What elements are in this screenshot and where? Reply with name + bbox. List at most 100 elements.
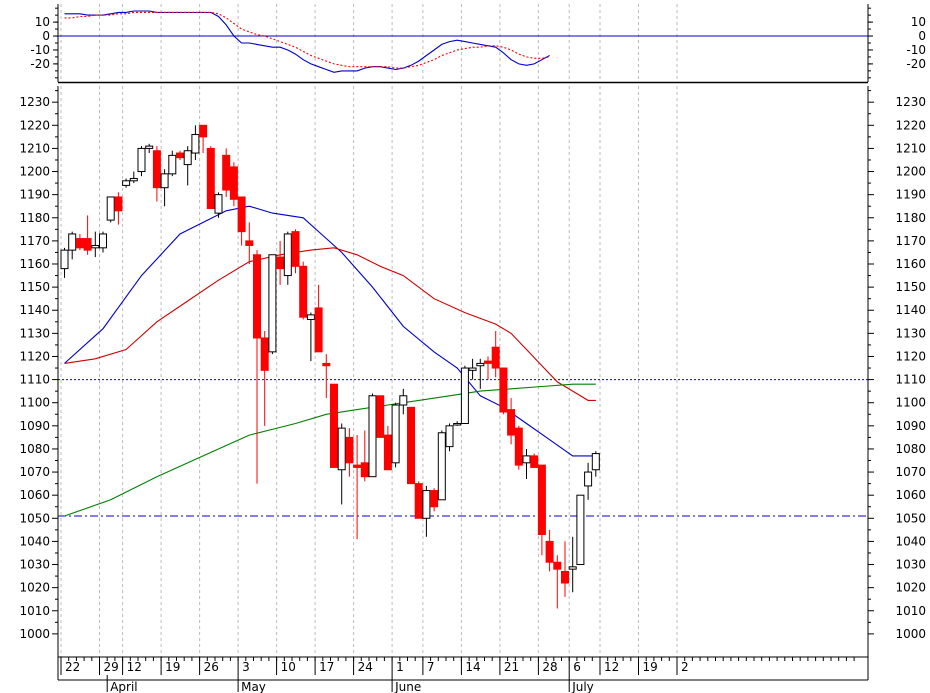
price-y-tick-label: 1040 — [895, 534, 926, 548]
candle-body — [576, 494, 585, 566]
osc-y-tick-label: -10 — [906, 43, 926, 57]
candle-body — [383, 434, 392, 471]
price-y-tick-label: 1060 — [895, 488, 926, 502]
candle-body — [176, 152, 184, 159]
osc-series-line-1 — [64, 10, 550, 73]
price-y-tick-label: 1000 — [895, 627, 926, 641]
candle-body — [283, 233, 292, 277]
candle-body — [214, 194, 223, 214]
candle-body — [553, 561, 562, 570]
candle-body — [499, 367, 508, 413]
candle-body — [561, 570, 569, 584]
price-y-tick-label: 1210 — [895, 141, 926, 155]
candle-body — [391, 404, 400, 464]
candle-body — [152, 150, 161, 189]
candle-body — [476, 362, 485, 367]
candle-body — [460, 367, 469, 425]
candle-body — [545, 540, 554, 563]
candle-body — [530, 455, 539, 468]
price-y-tick-label: 1100 — [19, 396, 50, 410]
candle-body — [522, 455, 531, 464]
price-y-tick-label: 1010 — [19, 604, 50, 618]
candle-body — [291, 231, 300, 267]
price-panel: 1000 1000 1010 1010 1020 1020 1030 1030 1040 1040… — [19, 86, 926, 657]
osc-y-tick-label: -20 — [906, 57, 926, 71]
candle-body — [91, 245, 100, 249]
x-tick-label: 19 — [643, 660, 658, 674]
candle-body — [468, 367, 477, 371]
candle-body — [75, 238, 84, 249]
candle-body — [199, 124, 208, 138]
candle-body — [229, 166, 238, 200]
candle-body — [453, 423, 462, 426]
candle-body — [407, 406, 415, 485]
candle-body — [399, 395, 408, 406]
price-y-tick-label: 1150 — [19, 280, 50, 294]
candle-body — [253, 254, 261, 339]
price-y-tick-label: 1160 — [895, 257, 926, 271]
candle-body — [168, 154, 177, 175]
candle-body — [122, 180, 131, 186]
price-y-tick-label: 1180 — [895, 211, 926, 225]
price-y-tick-label: 1030 — [19, 558, 50, 572]
price-y-tick-label: 1140 — [19, 303, 50, 317]
candle-body — [99, 233, 107, 249]
price-y-tick-label: 1200 — [19, 165, 50, 179]
candle-body — [68, 233, 77, 251]
price-y-tick-label: 1110 — [895, 373, 926, 387]
price-y-tick-label: 1020 — [19, 581, 50, 595]
candle-body — [507, 409, 516, 436]
x-tick-label: 28 — [542, 660, 557, 674]
candle-body — [137, 147, 146, 173]
candle-body — [514, 427, 523, 466]
month-label: July — [571, 680, 594, 693]
price-y-tick-label: 1120 — [895, 349, 926, 363]
candle-body — [129, 177, 138, 182]
candle-body — [314, 307, 323, 353]
candle-body — [306, 314, 315, 320]
month-label: June — [394, 680, 421, 693]
x-tick-label: 6 — [573, 660, 581, 674]
candle-body — [353, 464, 362, 468]
price-y-tick-label: 1010 — [895, 604, 926, 618]
price-y-tick-label: 1120 — [19, 349, 50, 363]
price-y-tick-label: 1180 — [19, 211, 50, 225]
osc-y-tick-label: 0 — [918, 29, 926, 43]
candle-body — [83, 238, 92, 251]
candle-body — [491, 346, 500, 369]
x-tick-label: 3 — [242, 660, 250, 674]
x-tick-label: 1 — [396, 660, 404, 674]
candle-body — [537, 464, 546, 535]
price-y-tick-label: 1020 — [895, 581, 926, 595]
price-y-tick-label: 1230 — [19, 95, 50, 109]
month-label: May — [241, 680, 266, 693]
x-tick-label: 29 — [104, 660, 119, 674]
price-y-tick-label: 1030 — [895, 558, 926, 572]
x-tick-label: 22 — [65, 660, 80, 674]
x-tick-label: 19 — [165, 660, 180, 674]
candle-body — [414, 483, 423, 519]
candle-body — [568, 566, 577, 570]
x-tick-label: 2 — [681, 660, 689, 674]
osc-series-line-2 — [64, 11, 550, 69]
osc-y-tick-label: 10 — [911, 15, 926, 29]
x-tick-label: 10 — [281, 660, 296, 674]
candle-body — [276, 256, 285, 270]
price-y-tick-label: 1070 — [895, 465, 926, 479]
price-y-tick-label: 1190 — [895, 188, 926, 202]
price-y-tick-label: 1050 — [895, 511, 926, 525]
candle-body — [60, 249, 69, 270]
price-y-tick-label: 1000 — [19, 627, 50, 641]
price-y-tick-label: 1220 — [19, 118, 50, 132]
x-tick-label: 7 — [427, 660, 435, 674]
candle-body — [430, 490, 439, 508]
candle-body — [160, 173, 169, 189]
candle-body — [268, 254, 277, 353]
price-y-tick-label: 1150 — [895, 280, 926, 294]
x-tick-label: 21 — [504, 660, 519, 674]
oscillator-panel: 10 100 0-10 -10-20 -20 — [30, 4, 926, 84]
candle-body — [368, 395, 377, 478]
candle-body — [584, 471, 593, 487]
